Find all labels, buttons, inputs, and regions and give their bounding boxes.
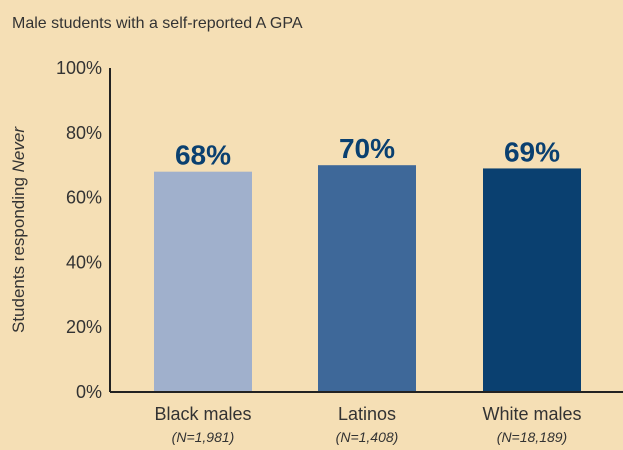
x-sample-size-label: (N=18,189) bbox=[497, 429, 567, 445]
y-axis-ticks: 0% 20% 40% 60% 80% 100% bbox=[56, 58, 102, 402]
x-category-label: Black males bbox=[154, 404, 251, 424]
x-category-label: White males bbox=[482, 404, 581, 424]
y-tick-label: 0% bbox=[76, 382, 102, 402]
y-axis-label-emphasis: Never bbox=[9, 126, 28, 173]
bar-data-label: 69% bbox=[504, 136, 560, 167]
x-sample-size-label: (N=1,408) bbox=[336, 429, 399, 445]
y-tick-label: 20% bbox=[66, 317, 102, 337]
bar-data-label: 68% bbox=[175, 140, 231, 171]
y-tick-label: 80% bbox=[66, 123, 102, 143]
y-axis-label: Students responding Never bbox=[9, 126, 28, 333]
bar bbox=[483, 168, 581, 392]
bar-data-label: 70% bbox=[339, 133, 395, 164]
x-category-label: Latinos bbox=[338, 404, 396, 424]
bar bbox=[154, 171, 252, 392]
bars-group: 68% 70% 69% bbox=[154, 133, 581, 392]
x-axis-labels: Black males (N=1,981) Latinos (N=1,408) Whit… bbox=[154, 404, 581, 445]
y-tick-label: 100% bbox=[56, 58, 102, 78]
y-axis-label-prefix: Students responding bbox=[9, 172, 28, 333]
y-tick-label: 60% bbox=[66, 188, 102, 208]
bar bbox=[318, 165, 416, 392]
chart-title: Male students with a self-reported A GPA bbox=[12, 15, 303, 32]
x-sample-size-label: (N=1,981) bbox=[172, 429, 235, 445]
y-tick-label: 40% bbox=[66, 252, 102, 272]
